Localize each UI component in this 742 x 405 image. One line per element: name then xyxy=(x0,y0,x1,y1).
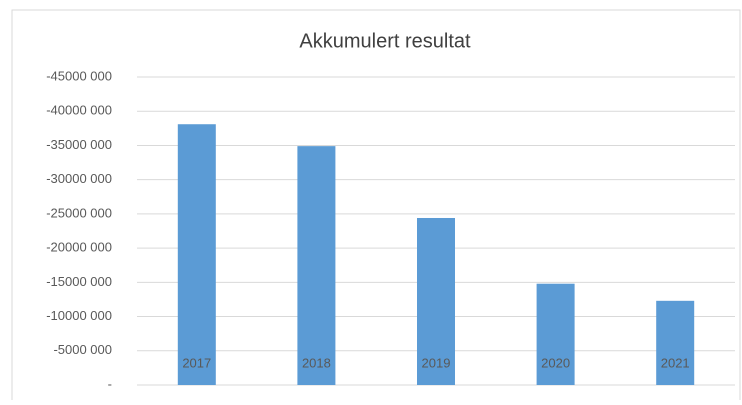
x-tick-label: 2021 xyxy=(661,355,690,370)
y-tick-label: -45000 000 xyxy=(46,68,112,83)
y-tick-label: -30000 000 xyxy=(46,171,112,186)
x-tick-label: 2018 xyxy=(302,355,331,370)
chart-frame xyxy=(11,9,741,405)
y-tick-label: -20000 000 xyxy=(46,240,112,255)
y-tick-label: -15000 000 xyxy=(46,274,112,289)
x-tick-label: 2020 xyxy=(541,355,570,370)
y-tick-label: -35000 000 xyxy=(46,137,112,152)
x-tick-label: 2019 xyxy=(422,355,451,370)
bar xyxy=(297,146,336,385)
y-tick-label: -10000 000 xyxy=(46,308,112,323)
y-tick-label: -25000 000 xyxy=(46,205,112,220)
y-tick-label: -40000 000 xyxy=(46,103,112,118)
bar xyxy=(656,300,695,385)
y-tick-label: - xyxy=(108,376,112,391)
bar xyxy=(417,217,455,385)
x-tick-label: 2017 xyxy=(182,355,211,370)
y-tick-label: -5000 000 xyxy=(53,342,112,357)
bar xyxy=(536,283,575,385)
bar xyxy=(177,124,216,385)
chart-title: Akkumulert resultat xyxy=(299,30,471,52)
